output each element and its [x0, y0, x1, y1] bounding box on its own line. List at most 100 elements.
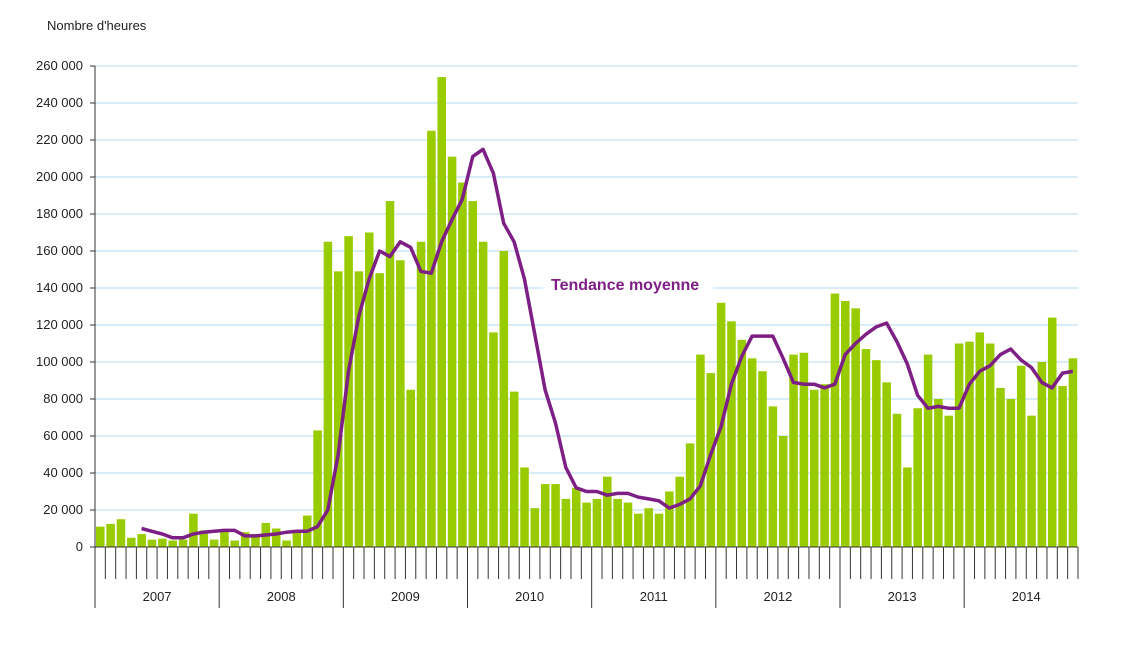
bar	[540, 484, 550, 547]
year-label: 2009	[391, 589, 420, 604]
bar	[965, 341, 974, 547]
trend-line	[141, 147, 1074, 540]
bar	[375, 273, 384, 547]
bar	[158, 538, 167, 547]
annotation-background	[543, 272, 713, 296]
bar	[1068, 358, 1078, 547]
bar	[623, 502, 633, 547]
year-label: 2012	[763, 589, 792, 604]
bar	[354, 271, 364, 547]
bar	[634, 513, 643, 547]
bar	[406, 389, 415, 547]
bar	[178, 539, 188, 547]
bar	[913, 408, 922, 547]
bar	[344, 236, 353, 547]
bar	[944, 415, 954, 547]
y-tick-label: 0	[76, 539, 83, 554]
y-tick-label: 20 000	[43, 502, 83, 517]
year-label: 2014	[1012, 589, 1041, 604]
bar	[509, 391, 519, 547]
bar	[737, 339, 747, 547]
bar	[954, 343, 964, 547]
bar	[147, 539, 157, 547]
bar	[251, 534, 260, 547]
bar	[665, 491, 674, 547]
bar	[313, 430, 322, 547]
bar	[489, 332, 498, 547]
bar	[975, 332, 985, 547]
bar	[923, 354, 933, 547]
y-tick-label: 140 000	[36, 280, 83, 295]
bar	[996, 387, 1005, 547]
y-tick-label: 100 000	[36, 354, 83, 369]
bar	[820, 384, 829, 547]
year-label: 2013	[888, 589, 917, 604]
year-label: 2011	[640, 589, 668, 604]
year-label: 2008	[267, 589, 296, 604]
y-tick-label: 40 000	[43, 465, 83, 480]
bar	[323, 241, 333, 547]
bar	[861, 349, 871, 547]
y-axis-title: Nombre d'heures	[47, 18, 147, 33]
bar	[1027, 415, 1036, 547]
y-tick-label: 80 000	[43, 391, 83, 406]
y-tick-label: 60 000	[43, 428, 83, 443]
bar	[778, 436, 788, 547]
bar	[220, 530, 229, 547]
bar	[333, 271, 343, 547]
bar	[106, 523, 115, 547]
bar	[851, 308, 860, 547]
bar	[789, 354, 798, 547]
bar	[799, 352, 809, 547]
bar	[437, 77, 447, 547]
bar	[1016, 365, 1026, 547]
bar	[189, 513, 198, 547]
bar	[830, 293, 840, 547]
bar	[613, 498, 622, 547]
bar	[271, 528, 281, 547]
y-tick-label: 120 000	[36, 317, 83, 332]
bar	[499, 251, 509, 547]
bar	[416, 241, 426, 547]
y-tick-label: 220 000	[36, 132, 83, 147]
bar	[137, 534, 146, 547]
bar	[447, 156, 457, 547]
bar	[675, 476, 684, 547]
year-label: 2007	[143, 589, 172, 604]
bar	[747, 358, 757, 547]
bar	[872, 360, 881, 547]
bar	[882, 382, 891, 547]
bar	[468, 201, 478, 548]
bar	[96, 526, 105, 547]
trend-annotation: Tendance moyenne	[551, 277, 699, 294]
bar	[478, 241, 488, 547]
bar	[1006, 399, 1016, 547]
bar	[427, 130, 436, 547]
bar	[230, 540, 240, 547]
bar	[571, 487, 581, 547]
bar	[1058, 386, 1067, 547]
bar	[934, 399, 943, 547]
bar	[365, 232, 374, 547]
bar	[530, 508, 540, 547]
bar	[168, 540, 177, 547]
bar	[903, 467, 912, 547]
y-tick-label: 180 000	[36, 206, 83, 221]
bar	[561, 498, 571, 547]
y-tick-label: 240 000	[36, 95, 83, 110]
bar	[654, 513, 664, 547]
y-tick-label: 200 000	[36, 169, 83, 184]
bar	[292, 530, 302, 547]
bar	[199, 530, 209, 547]
bar	[644, 508, 653, 547]
bar	[758, 371, 767, 547]
year-label: 2010	[515, 589, 544, 604]
bar	[685, 443, 695, 547]
bar	[458, 182, 467, 548]
bar	[240, 532, 250, 547]
bar	[696, 354, 705, 547]
bar	[1047, 317, 1057, 547]
bar	[520, 467, 529, 547]
bar	[116, 519, 126, 547]
